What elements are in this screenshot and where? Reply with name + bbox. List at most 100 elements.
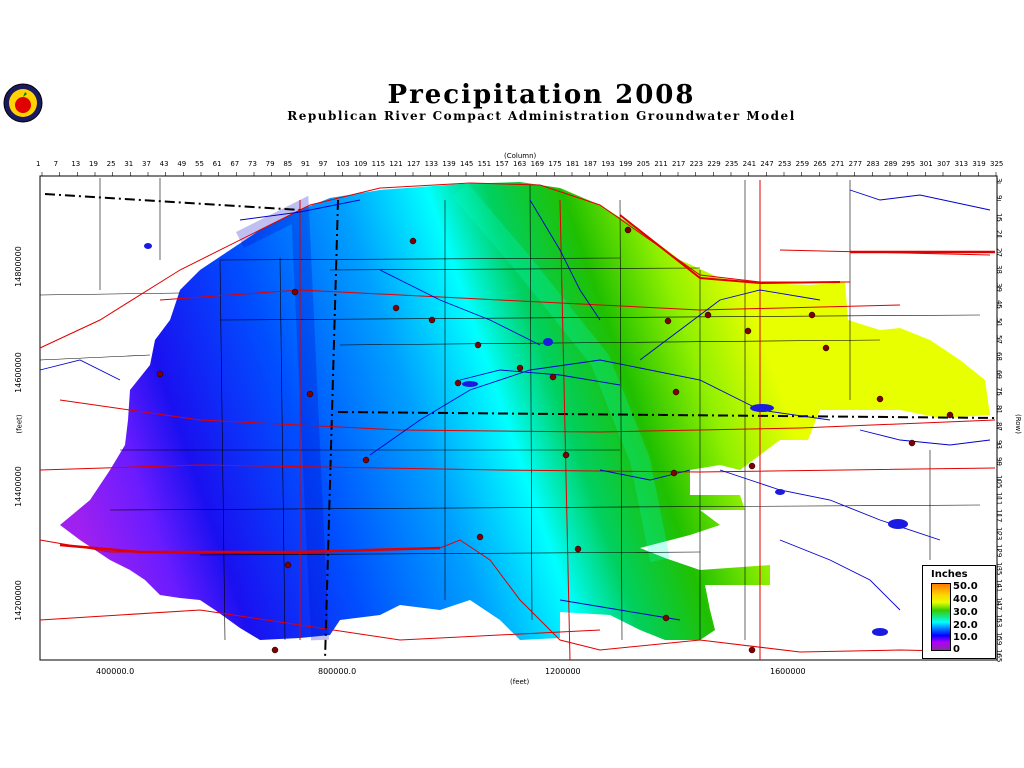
column-tick-label: 1	[36, 160, 41, 168]
logo-seal	[3, 83, 43, 123]
city-marker	[946, 411, 954, 419]
city-marker	[624, 226, 632, 234]
city-marker	[409, 237, 417, 245]
city-marker	[748, 646, 756, 654]
column-tick-label: 253	[778, 160, 792, 168]
x-tick-label: 400000.0	[96, 667, 135, 676]
column-tick-label: 235	[725, 160, 739, 168]
row-tick-label: 99	[995, 457, 1003, 467]
row-tick-label: 51	[995, 317, 1003, 327]
column-tick-label: 271	[831, 160, 845, 168]
city-marker	[808, 311, 816, 319]
city-marker	[748, 462, 756, 470]
lakes	[144, 243, 908, 636]
legend-label: 20.0	[953, 620, 978, 631]
legend-color-bar	[931, 583, 951, 651]
city-marker	[271, 646, 279, 654]
column-tick-label: 97	[318, 160, 328, 168]
column-tick-label: 31	[124, 160, 134, 168]
row-tick-label: 129	[995, 544, 1003, 558]
column-tick-label: 37	[142, 160, 151, 168]
city-marker	[362, 456, 370, 464]
legend-label: 50.0	[953, 581, 978, 592]
y-tick-label: 14600000	[13, 352, 23, 393]
column-tick-label: 247	[760, 160, 774, 168]
column-tick-label: 223	[689, 160, 704, 168]
x-axis-label: (feet)	[510, 678, 530, 686]
city-marker	[291, 288, 299, 296]
legend-label: 40.0	[953, 594, 978, 605]
column-tick-label: 265	[813, 160, 827, 168]
column-tick-label: 115	[371, 160, 386, 168]
x-tick-label: 1200000	[545, 667, 581, 676]
roads	[39, 180, 996, 661]
row-tick-label: 135	[995, 561, 1003, 576]
row-tick-label: 57	[995, 335, 1003, 344]
city-marker	[876, 395, 884, 403]
column-tick-label: 61	[212, 160, 222, 168]
column-tick-label: 301	[919, 160, 933, 168]
column-tick-label: 169	[530, 160, 545, 168]
y-axis-label: (feet)	[15, 414, 24, 434]
legend-label: 10.0	[953, 632, 978, 643]
row-tick-label: 15	[995, 212, 1003, 222]
column-tick-label: 319	[972, 160, 986, 168]
row-tick-marks	[997, 182, 1001, 655]
column-tick-label: 151	[477, 160, 492, 168]
column-tick-label: 7	[53, 160, 59, 168]
row-tick-label: 117	[995, 509, 1003, 523]
row-axis-label: (Row)	[1014, 413, 1023, 435]
city-marker	[822, 344, 830, 352]
row-tick-label: 33	[995, 265, 1003, 275]
city-marker	[908, 439, 916, 447]
city-marker	[476, 533, 484, 541]
column-tick-label: 19	[89, 160, 98, 168]
highway	[619, 214, 841, 285]
column-tick-label: 85	[283, 160, 293, 168]
column-tick-label: 127	[407, 160, 421, 168]
row-tick-label: 75	[995, 387, 1003, 397]
column-tick-marks	[41, 172, 997, 176]
row-tick-label: 141	[995, 579, 1003, 593]
column-tick-label: 43	[159, 160, 169, 168]
city-marker	[574, 545, 582, 553]
row-tick-label: 69	[995, 369, 1003, 379]
legend: Inches 50.0 40.0 30.0 20.0 10.0 0	[922, 565, 996, 659]
city-marker	[454, 379, 462, 387]
legend-title: Inches	[931, 569, 968, 580]
column-tick-label: 55	[195, 160, 204, 168]
model-domain	[60, 182, 990, 640]
column-tick-label: 91	[301, 160, 310, 168]
row-tick-label: 81	[995, 404, 1003, 414]
column-tick-label: 145	[460, 160, 474, 168]
city-marker	[284, 561, 292, 569]
column-tick-label: 283	[866, 160, 880, 168]
column-tick-label: 295	[901, 160, 916, 168]
row-tick-label: 21	[995, 230, 1003, 240]
state-border	[44, 193, 301, 211]
row-tick-label: 111	[995, 492, 1003, 506]
row-tick-label: 27	[995, 247, 1003, 257]
row-tick-label: 93	[995, 439, 1003, 449]
row-tick-label: 123	[995, 526, 1003, 541]
city-marker	[428, 316, 436, 324]
row-tick-label: 63	[995, 352, 1003, 362]
column-tick-label: 139	[442, 160, 456, 168]
row-tick-label: 105	[995, 474, 1003, 488]
map-subtitle: Republican River Compact Administration …	[287, 109, 796, 123]
row-tick-label: 9	[995, 195, 1003, 200]
y-tick-label: 14200000	[13, 580, 23, 621]
legend-label: 30.0	[953, 607, 978, 618]
city-marker	[392, 304, 400, 312]
city-marker	[704, 311, 712, 319]
column-tick-label: 259	[795, 160, 810, 168]
column-tick-label: 25	[106, 160, 116, 168]
column-tick-label: 163	[513, 160, 527, 168]
legend-label: 0	[953, 644, 960, 655]
column-tick-label: 307	[937, 160, 951, 168]
city-marker	[662, 614, 670, 622]
map-title: Precipitation 2008	[387, 80, 696, 110]
column-tick-label: 217	[672, 160, 686, 168]
state-border	[324, 199, 339, 661]
